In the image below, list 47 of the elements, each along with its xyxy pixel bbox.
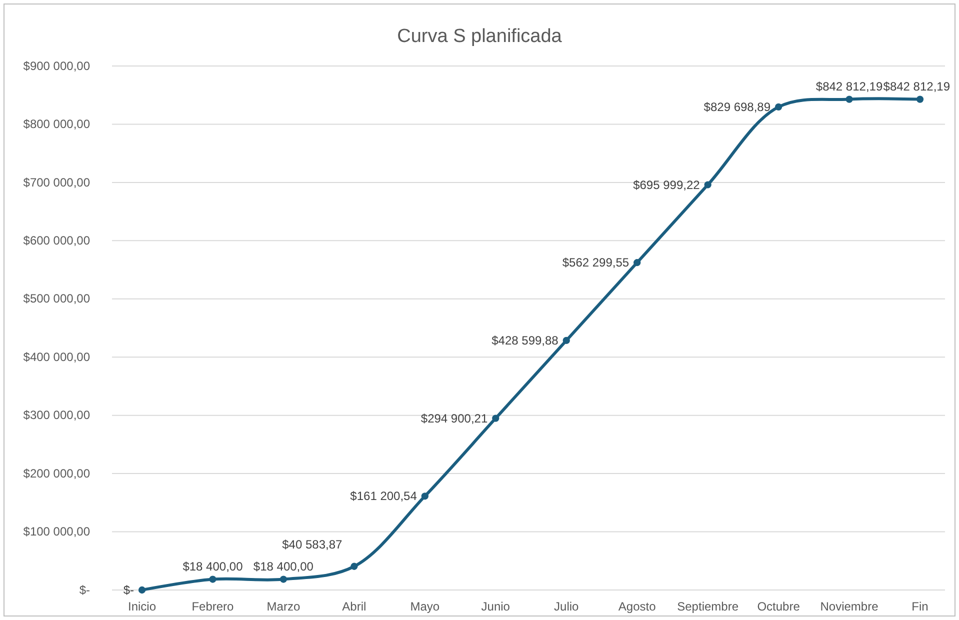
point xyxy=(634,259,641,266)
point xyxy=(421,492,428,500)
point xyxy=(562,336,570,344)
chart-title: Curva S planificada xyxy=(397,26,562,47)
point xyxy=(209,576,216,583)
data-label: $695 999,22 xyxy=(633,178,700,192)
y-tick-label: $500 000,00 xyxy=(23,292,90,306)
point xyxy=(846,96,853,103)
x-tick-label: Febrero xyxy=(192,600,234,614)
x-tick-label: Marzo xyxy=(266,600,300,614)
x-tick-label: Fin xyxy=(912,600,928,614)
y-tick-label: $900 000,00 xyxy=(23,58,90,73)
point xyxy=(280,576,288,583)
y-tick-label: $600 000,00 xyxy=(23,234,90,248)
data-label: $40 583,87 xyxy=(282,537,343,552)
point xyxy=(916,96,924,103)
data-label: $842 812,19 xyxy=(816,79,883,94)
point xyxy=(350,562,358,570)
data-label: $842 812,19 xyxy=(883,79,950,94)
x-tick-label: Octubre xyxy=(757,600,800,614)
y-tick-label: $300 000,00 xyxy=(23,408,90,422)
x-tick-label: Noviembre xyxy=(820,600,879,614)
x-tick-label: Mayo xyxy=(410,600,440,614)
data-label: $428 599,88 xyxy=(492,333,559,348)
y-tick-label: $- xyxy=(79,582,90,597)
data-label: $18 400,00 xyxy=(253,559,314,574)
x-tick-label: Septiembre xyxy=(677,600,739,614)
data-label: $829 698,89 xyxy=(704,100,771,114)
data-label: $294 900,21 xyxy=(420,411,488,426)
y-tick-label: $400 000,00 xyxy=(23,350,90,364)
data-label: $161 200,54 xyxy=(350,489,418,504)
x-tick-label: Julio xyxy=(554,600,580,614)
data-label: $- xyxy=(123,583,134,597)
point xyxy=(492,414,500,422)
x-tick-label: Abril xyxy=(342,600,366,614)
x-tick-label: Junio xyxy=(481,600,510,614)
point xyxy=(704,181,712,188)
y-tick-label: $100 000,00 xyxy=(23,524,90,539)
point xyxy=(138,586,146,594)
y-tick-label: $700 000,00 xyxy=(23,175,90,190)
x-tick-label: Agosto xyxy=(618,600,656,614)
point xyxy=(774,103,782,110)
x-tick-label: Inicio xyxy=(128,600,156,614)
y-tick-label: $800 000,00 xyxy=(23,117,90,132)
data-label: $562 299,55 xyxy=(562,256,630,270)
y-tick-label: $200 000,00 xyxy=(23,466,90,480)
data-label: $18 400,00 xyxy=(182,559,244,574)
